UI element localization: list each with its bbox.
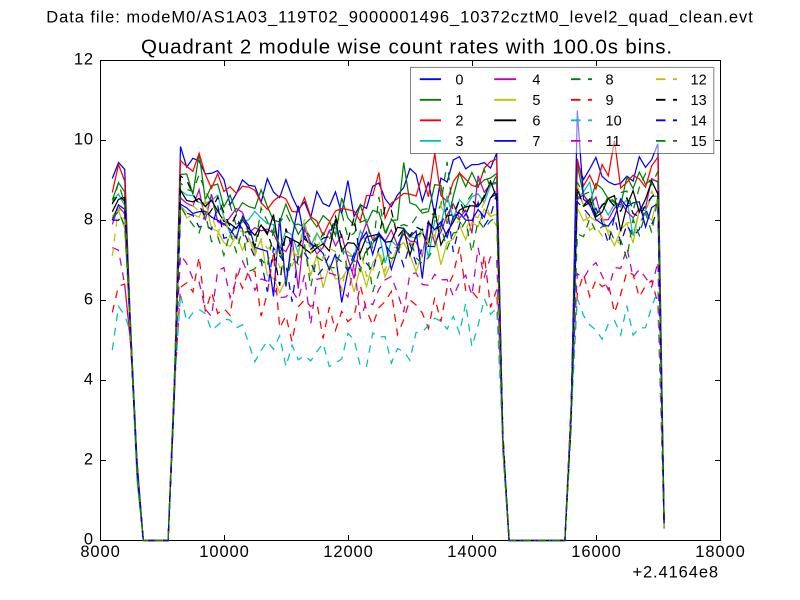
svg-text:10: 10: [606, 113, 622, 129]
svg-text:7: 7: [532, 134, 540, 150]
svg-text:1: 1: [455, 93, 463, 109]
svg-text:8: 8: [606, 72, 614, 88]
svg-text:11: 11: [606, 134, 621, 150]
svg-text:Quadrant 2 module wise count r: Quadrant 2 module wise count rates with …: [141, 36, 673, 59]
svg-text:6: 6: [84, 290, 94, 308]
svg-text:8000: 8000: [80, 543, 120, 561]
svg-text:Data file: modeM0/AS1A03_119T0: Data file: modeM0/AS1A03_119T02_90000014…: [46, 9, 754, 27]
svg-text:4: 4: [84, 370, 94, 388]
svg-text:10000: 10000: [199, 543, 249, 561]
svg-text:10: 10: [74, 130, 94, 148]
svg-text:15: 15: [691, 134, 707, 150]
svg-text:9: 9: [606, 93, 614, 109]
svg-text:12: 12: [74, 50, 94, 68]
svg-text:2: 2: [84, 450, 94, 468]
svg-text:14: 14: [691, 113, 707, 129]
svg-text:+2.4164e8: +2.4164e8: [632, 564, 719, 582]
svg-text:0: 0: [84, 530, 94, 548]
svg-text:4: 4: [532, 72, 540, 88]
svg-text:3: 3: [455, 134, 463, 150]
svg-text:0: 0: [455, 72, 463, 88]
svg-text:12000: 12000: [323, 543, 373, 561]
svg-text:14000: 14000: [447, 543, 497, 561]
svg-text:16000: 16000: [571, 543, 621, 561]
svg-text:13: 13: [691, 93, 707, 109]
svg-text:5: 5: [532, 93, 540, 109]
svg-text:12: 12: [691, 72, 707, 88]
svg-text:8: 8: [84, 210, 94, 228]
svg-text:18000: 18000: [695, 543, 745, 561]
svg-text:6: 6: [532, 113, 540, 129]
svg-text:2: 2: [455, 113, 463, 129]
